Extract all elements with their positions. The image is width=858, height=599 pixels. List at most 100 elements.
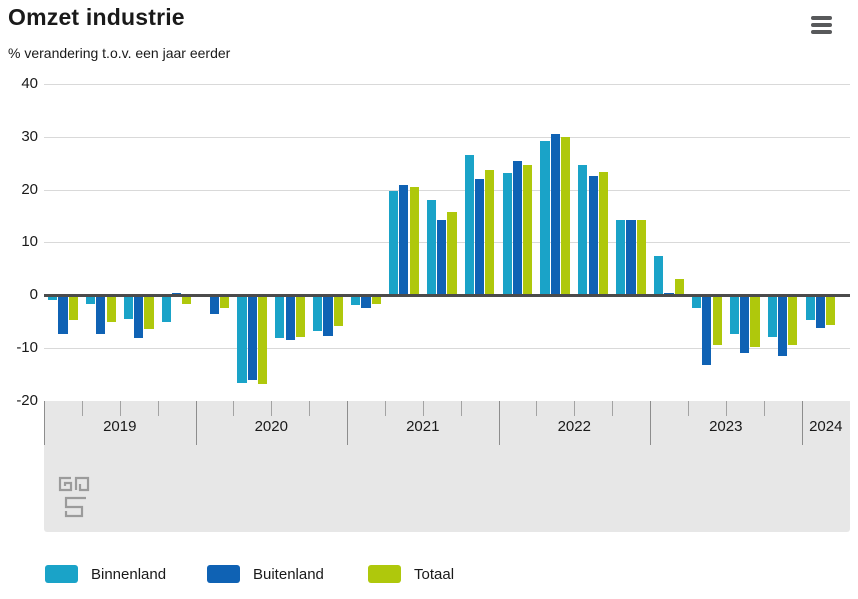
- quarter-tick: [612, 401, 614, 416]
- legend-label: Binnenland: [91, 565, 167, 583]
- bar-buitenland[interactable]: [58, 296, 68, 334]
- bar-totaal[interactable]: [220, 296, 230, 308]
- y-tick-label: -10: [16, 339, 38, 356]
- bar-binnenland[interactable]: [540, 141, 550, 296]
- bar-totaal[interactable]: [447, 212, 457, 296]
- hamburger-menu-icon: [810, 15, 832, 21]
- bar-buitenland[interactable]: [815, 296, 826, 329]
- quarter-tick: [157, 401, 159, 416]
- bar-buitenland[interactable]: [361, 296, 371, 308]
- y-tick-label: 30: [21, 127, 38, 145]
- quarter-tick: [687, 401, 689, 416]
- bar-binnenland[interactable]: [85, 296, 96, 305]
- bar-binnenland[interactable]: [578, 165, 588, 296]
- bar-totaal[interactable]: [598, 171, 609, 296]
- quarter-tick: [309, 401, 311, 416]
- bar-buitenland[interactable]: [285, 296, 295, 340]
- year-tick: [498, 401, 500, 445]
- year-label: 2020: [254, 418, 288, 435]
- year-label: 2021: [406, 418, 440, 435]
- bar-buitenland[interactable]: [323, 296, 333, 336]
- quarter-tick: [271, 401, 273, 416]
- bar-totaal[interactable]: [636, 219, 646, 296]
- bar-binnenland[interactable]: [123, 296, 133, 319]
- bar-binnenland[interactable]: [805, 296, 815, 321]
- bar-buitenland[interactable]: [702, 296, 712, 365]
- bar-buitenland[interactable]: [247, 296, 257, 381]
- buitenland-swatch-icon: [207, 565, 240, 583]
- bar-totaal[interactable]: [826, 296, 836, 326]
- bar-binnenland[interactable]: [388, 191, 399, 296]
- bar-totaal[interactable]: [712, 296, 722, 346]
- bar-binnenland[interactable]: [161, 296, 171, 323]
- bar-binnenland[interactable]: [464, 154, 474, 296]
- bar-buitenland[interactable]: [626, 219, 636, 296]
- bar-totaal[interactable]: [561, 136, 571, 296]
- bar-totaal[interactable]: [485, 169, 495, 296]
- y-tick-label: 40: [21, 75, 38, 92]
- bar-totaal[interactable]: [750, 296, 760, 347]
- quarter-tick: [574, 401, 576, 416]
- bar-totaal[interactable]: [371, 296, 381, 304]
- quarter-tick: [536, 401, 538, 416]
- bar-totaal[interactable]: [788, 296, 798, 346]
- bar-binnenland[interactable]: [654, 255, 664, 296]
- bar-totaal[interactable]: [674, 279, 684, 296]
- bar-totaal[interactable]: [523, 165, 533, 296]
- page-title: Omzet industrie: [8, 4, 185, 30]
- bar-buitenland[interactable]: [134, 296, 144, 338]
- y-tick-label: -20: [16, 391, 38, 409]
- quarter-tick: [233, 401, 235, 416]
- year-label: 2024: [809, 418, 843, 435]
- bar-totaal[interactable]: [68, 296, 78, 320]
- year-tick: [347, 401, 348, 445]
- legend-item-totaal: Totaal: [368, 564, 454, 584]
- bar-binnenland[interactable]: [502, 172, 512, 296]
- bar-totaal[interactable]: [182, 296, 192, 304]
- y-tick-label: 0: [29, 286, 38, 304]
- bar-binnenland[interactable]: [616, 220, 626, 296]
- bar-binnenland[interactable]: [767, 296, 777, 337]
- bar-binnenland[interactable]: [237, 296, 247, 384]
- bar-totaal[interactable]: [295, 296, 306, 338]
- year-tick: [650, 401, 651, 445]
- bar-buitenland[interactable]: [588, 176, 598, 296]
- bar-totaal[interactable]: [144, 296, 154, 330]
- year-label: 2019: [103, 418, 137, 435]
- bar-buitenland[interactable]: [474, 178, 485, 296]
- bar-buitenland[interactable]: [550, 133, 560, 296]
- binnenland-swatch-icon: [45, 565, 78, 583]
- bar-buitenland[interactable]: [399, 184, 409, 296]
- year-tick: [44, 401, 45, 445]
- bar-buitenland[interactable]: [740, 296, 750, 354]
- bar-totaal[interactable]: [258, 296, 268, 385]
- chart-legend: Binnenland Buitenland Totaal: [0, 564, 858, 586]
- year-label: 2022: [557, 418, 591, 435]
- quarter-tick: [81, 401, 83, 416]
- bar-totaal[interactable]: [409, 187, 419, 296]
- bar-buitenland[interactable]: [437, 220, 447, 296]
- gridline: [44, 189, 850, 191]
- bar-buitenland[interactable]: [96, 296, 106, 335]
- quarter-tick: [384, 401, 386, 416]
- hamburger-menu-button[interactable]: [806, 11, 836, 39]
- bar-binnenland[interactable]: [275, 296, 285, 339]
- bar-buitenland[interactable]: [512, 161, 523, 296]
- bar-binnenland[interactable]: [729, 296, 739, 335]
- bar-binnenland[interactable]: [313, 296, 323, 331]
- bar-buitenland[interactable]: [209, 296, 220, 314]
- bar-totaal[interactable]: [333, 296, 343, 327]
- hamburger-menu-icon: [810, 29, 832, 35]
- plot-area: [44, 84, 850, 401]
- bar-binnenland[interactable]: [48, 296, 58, 301]
- bar-buitenland[interactable]: [777, 296, 788, 356]
- quarter-tick: [763, 401, 765, 416]
- quarter-tick: [119, 401, 121, 416]
- bar-totaal[interactable]: [106, 296, 116, 322]
- bar-binnenland[interactable]: [426, 200, 436, 296]
- bar-binnenland[interactable]: [351, 296, 361, 306]
- zero-axis-line: [44, 293, 850, 297]
- bar-binnenland[interactable]: [691, 296, 702, 309]
- legend-item-binnenland: Binnenland: [45, 564, 166, 584]
